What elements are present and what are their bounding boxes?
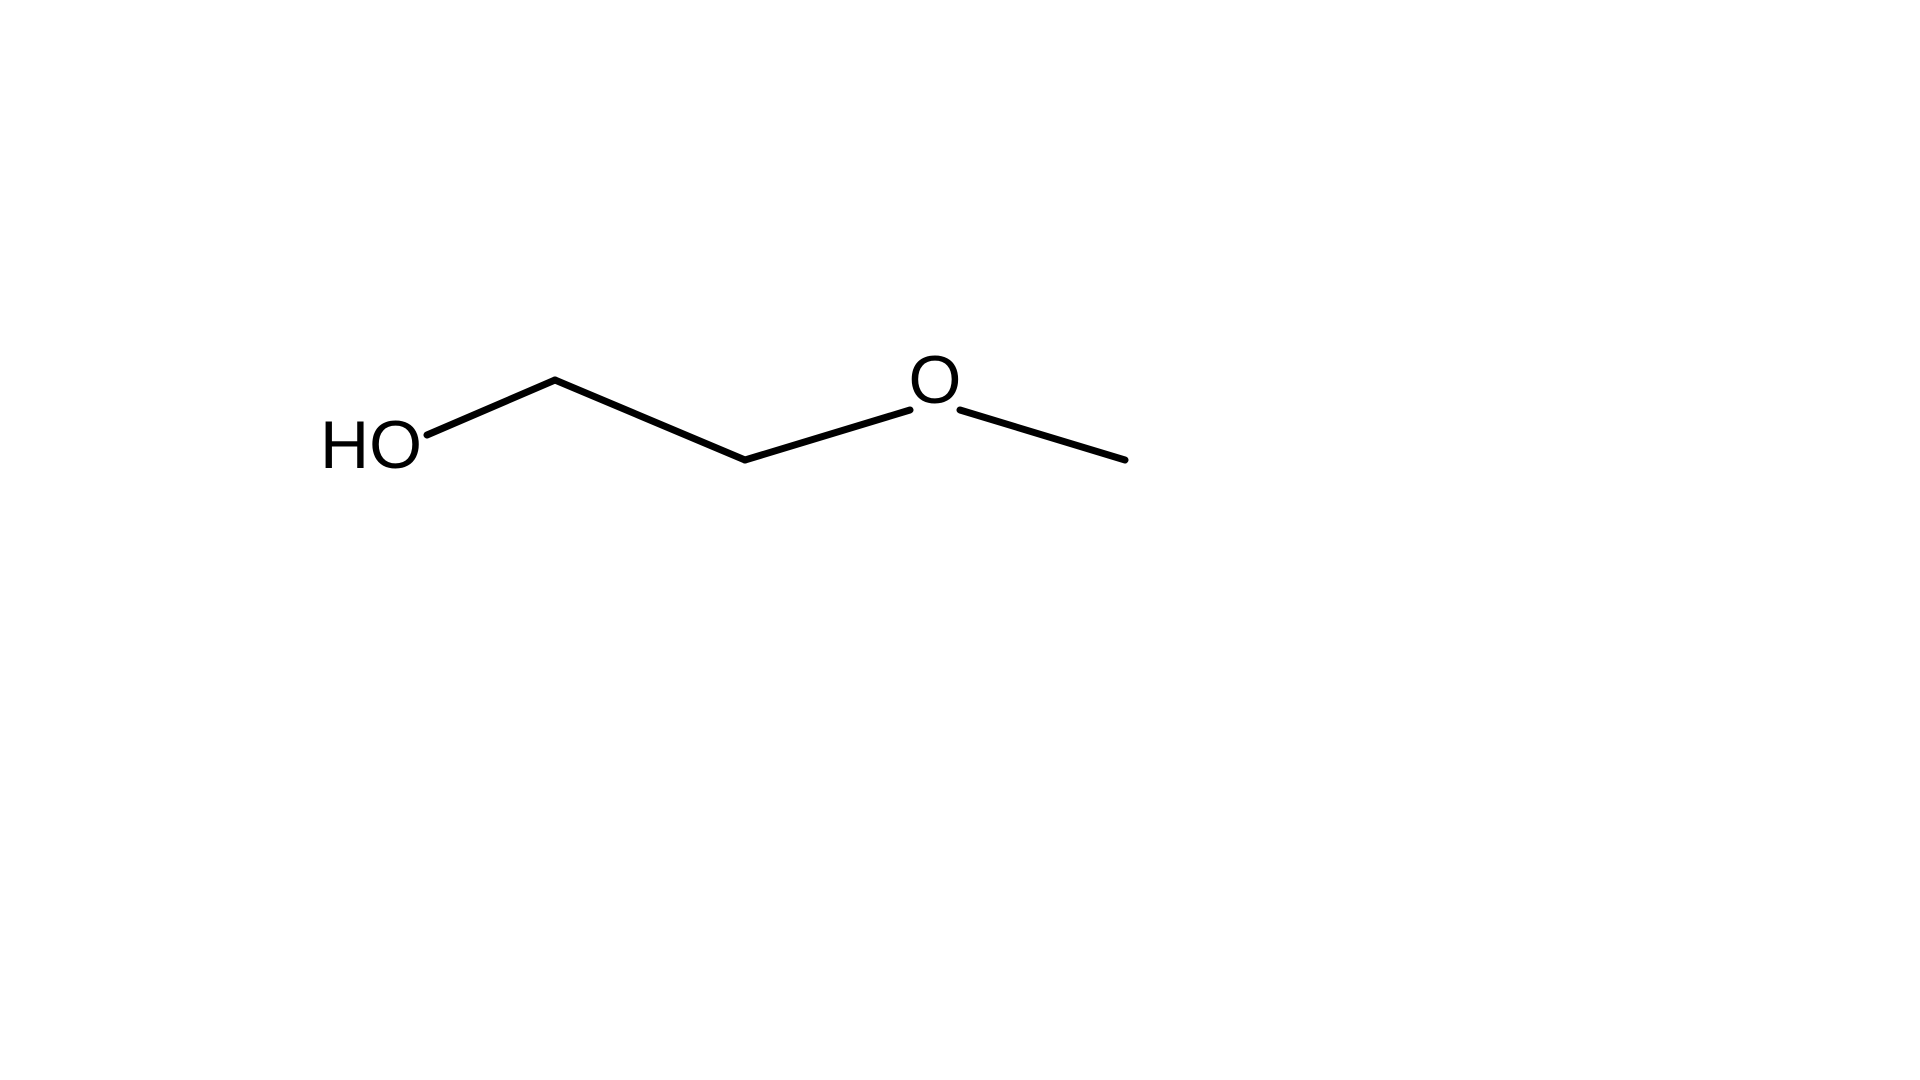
bond-line — [745, 410, 910, 460]
bond-line — [427, 380, 555, 435]
bond-line — [960, 410, 1125, 460]
bond-line — [555, 380, 745, 460]
chemical-structure-diagram: HO O — [0, 0, 1920, 1080]
bonds-group — [427, 380, 1125, 460]
atom-label-oh: HO — [320, 407, 422, 483]
atom-label-o: O — [909, 342, 962, 418]
